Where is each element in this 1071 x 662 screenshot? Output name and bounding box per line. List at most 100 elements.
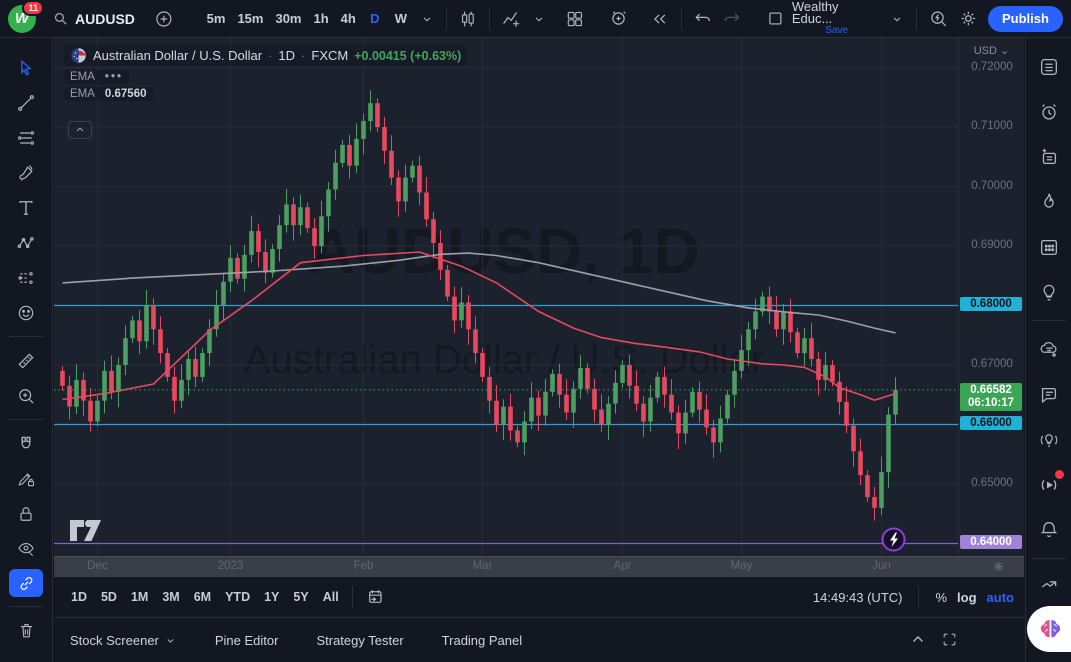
level-price-label: 0.66000 [960, 415, 1022, 430]
compare-add-symbol-button[interactable] [149, 4, 179, 34]
fib-retracement-tool[interactable] [8, 120, 44, 155]
minds-thought-icon[interactable] [1030, 327, 1068, 372]
user-logo[interactable]: W 11 [8, 0, 44, 33]
hotlists-flame-icon[interactable] [1030, 179, 1068, 224]
range-1d[interactable]: 1D [64, 586, 94, 608]
exchange-label: FXCM [311, 48, 349, 63]
drawing-mode-tool[interactable] [8, 461, 44, 496]
measure-tool[interactable] [8, 343, 44, 378]
range-ytd[interactable]: YTD [218, 586, 257, 608]
forecast-tool[interactable] [8, 260, 44, 295]
live-ideas-icon[interactable] [1030, 417, 1068, 462]
ema-study-row-2[interactable]: EMA 0.67560 [64, 87, 153, 101]
cursor-tool[interactable] [8, 50, 44, 85]
save-label[interactable]: Save [825, 24, 849, 36]
quick-search-icon[interactable] [923, 4, 954, 34]
price-axis-currency-button[interactable]: USD ⌄ [973, 45, 1010, 57]
time-axis-label: Dec [87, 560, 108, 572]
time-axis-label: 2023 [217, 560, 244, 572]
layout-select-button[interactable] [761, 4, 790, 34]
log-scale-toggle[interactable]: log [957, 589, 977, 605]
brush-tool[interactable] [8, 155, 44, 190]
range-1y[interactable]: 1Y [257, 586, 286, 608]
indicators-menu-caret[interactable] [526, 4, 552, 34]
magnet-mode-tool[interactable] [8, 426, 44, 461]
price-axis[interactable]: USD ⌄ 0.72000 0.71000 0.70000 0.69000 0.6700… [958, 38, 1024, 556]
timeframe-D[interactable]: D [362, 4, 388, 34]
layout-name-button[interactable]: Wealthy Educ... Save [792, 0, 882, 37]
go-to-date-button[interactable] [359, 584, 391, 610]
create-alert-button[interactable] [604, 4, 635, 34]
auto-scale-toggle[interactable]: auto [986, 589, 1014, 605]
time-axis[interactable]: Dec 2023 Feb Mar Apr May Jun [54, 556, 1024, 577]
timeframe-W[interactable]: W [388, 4, 414, 34]
tab-pine-editor[interactable]: Pine Editor [205, 627, 289, 654]
notes-icon[interactable] [1030, 134, 1068, 179]
publish-button[interactable]: Publish [988, 5, 1063, 32]
layout-grid-button[interactable] [560, 4, 590, 34]
axis-settings-gear-icon[interactable] [991, 559, 1006, 574]
indicators-button[interactable] [496, 4, 527, 34]
price-tick: 0.65000 [971, 477, 1013, 489]
ai-assistant-button[interactable] [1027, 606, 1071, 652]
range-6m[interactable]: 6M [187, 586, 218, 608]
text-tool[interactable] [8, 190, 44, 225]
sync-drawings-link-tool[interactable] [9, 569, 43, 597]
tab-strategy-tester[interactable]: Strategy Tester [306, 627, 413, 654]
timeframe-menu-caret[interactable] [414, 4, 440, 34]
undo-button[interactable] [688, 4, 718, 34]
watchlist-icon[interactable] [1030, 44, 1068, 89]
lightning-badge [881, 527, 906, 552]
timeframe-5m[interactable]: 5m [201, 4, 232, 34]
bottom-panel-tabs: Stock Screener Pine Editor Strategy Tester… [54, 617, 1024, 662]
lock-drawings-tool[interactable] [8, 496, 44, 531]
range-5y[interactable]: 5Y [286, 586, 315, 608]
ideas-lightbulb-icon[interactable] [1030, 269, 1068, 314]
timeframe-30m[interactable]: 30m [269, 4, 307, 34]
study-value: ••• [104, 71, 124, 83]
study-label: EMA [70, 71, 95, 83]
xabcd-pattern-tool[interactable] [8, 225, 44, 260]
chart-style-button[interactable] [453, 4, 483, 34]
range-1m[interactable]: 1M [124, 586, 155, 608]
symbol-search-button[interactable]: AUDUSD [52, 10, 135, 27]
settings-gear-icon[interactable] [953, 4, 984, 34]
panel-maximize-icon[interactable] [941, 631, 958, 649]
bar-replay-button[interactable] [645, 4, 675, 34]
timeframe-15m[interactable]: 15m [231, 4, 269, 34]
notifications-bell-icon[interactable] [1030, 507, 1068, 552]
ema-study-row-1[interactable]: EMA ••• [64, 70, 130, 84]
percent-scale-toggle[interactable]: % [935, 589, 948, 605]
remove-drawings-trash-tool[interactable] [8, 613, 44, 648]
price-chart[interactable]: AUDUSD, 1D Australian Dollar / U.S. Dolla… [54, 38, 958, 556]
emoji-tool[interactable] [8, 295, 44, 330]
clock-utc[interactable]: 14:49:43 (UTC) [812, 589, 903, 605]
tab-stock-screener[interactable]: Stock Screener [60, 627, 187, 654]
range-5d[interactable]: 5D [94, 586, 124, 608]
time-axis-label: Feb [353, 560, 374, 572]
chevron-down-icon [167, 638, 174, 643]
timeframe-4h[interactable]: 4h [335, 4, 362, 34]
chat-icon[interactable] [1030, 372, 1068, 417]
top-toolbar: W 11 AUDUSD 5m 15m 30m 1h 4h D W Wealthy Educ.… [0, 0, 1071, 38]
timeframe-1h[interactable]: 1h [308, 4, 335, 34]
alerts-icon[interactable] [1030, 89, 1068, 134]
range-all[interactable]: All [316, 586, 346, 608]
bottom-range-toolbar: 1D 5D 1M 3M 6M YTD 1Y 5Y All 14:49:43 (UTC) % lo… [54, 577, 1024, 617]
legend-collapse-button[interactable] [68, 121, 92, 139]
layout-menu-caret[interactable] [884, 4, 910, 34]
calendar-icon[interactable] [1030, 224, 1068, 269]
trend-line-tool[interactable] [8, 85, 44, 120]
symbol-legend-row[interactable]: Australian Dollar / U.S. Dollar · 1D · F… [64, 45, 468, 66]
divider [351, 586, 353, 608]
drawing-toolbar [0, 38, 53, 662]
collapse-sidebar-icon[interactable] [1030, 565, 1068, 603]
redo-button[interactable] [717, 4, 747, 34]
tab-trading-panel[interactable]: Trading Panel [432, 627, 532, 654]
zoom-in-tool[interactable] [8, 378, 44, 413]
panel-expand-chevron-icon[interactable] [909, 631, 927, 649]
streams-icon[interactable] [1030, 462, 1068, 507]
price-tick: 0.67000 [971, 358, 1013, 370]
range-3m[interactable]: 3M [155, 586, 186, 608]
hide-drawings-tool[interactable] [8, 531, 44, 566]
